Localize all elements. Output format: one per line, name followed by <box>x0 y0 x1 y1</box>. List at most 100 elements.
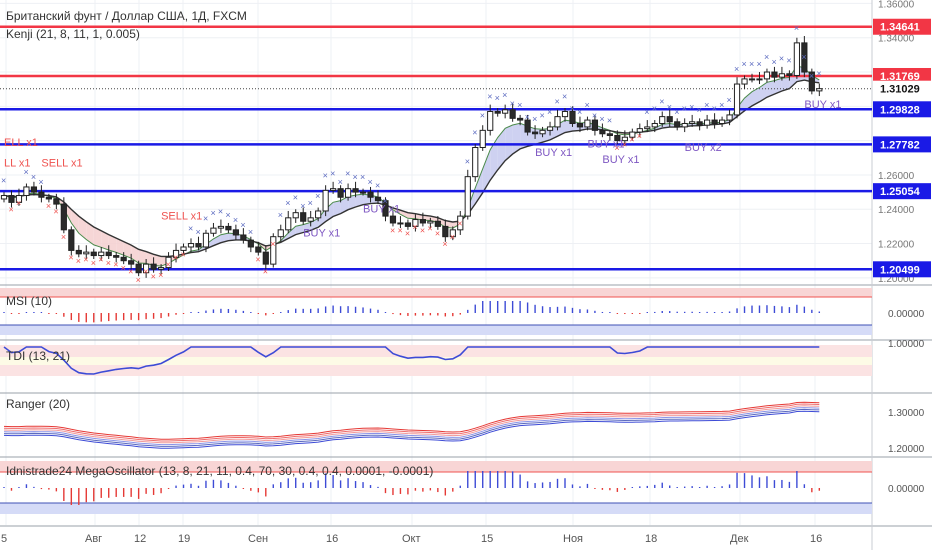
marker-44: × <box>330 169 335 179</box>
candle-body-66 <box>494 110 501 114</box>
cloud-seg-20 <box>153 254 162 267</box>
candle-body-49 <box>367 191 374 198</box>
candle-body-91 <box>681 122 688 128</box>
marker-41: × <box>308 198 313 208</box>
candle-body-28 <box>210 227 217 234</box>
candle-body-7 <box>53 198 60 205</box>
candle-body-29 <box>217 225 225 229</box>
candle-body-61 <box>457 215 464 231</box>
level-badge-2 <box>873 101 931 118</box>
marker-1: × <box>8 205 13 215</box>
marker-50: × <box>375 181 380 191</box>
candle-body-79 <box>591 119 599 131</box>
cloud-seg-18 <box>138 249 147 264</box>
candle-body-100 <box>748 78 756 81</box>
marker-80: × <box>599 114 604 124</box>
candle-body-23 <box>172 249 180 258</box>
marker-61: × <box>457 218 462 228</box>
marker-10: × <box>76 256 81 266</box>
marker-21: × <box>158 270 163 280</box>
candle-body-31 <box>232 229 239 236</box>
ranger-line-4 <box>3 408 820 447</box>
x-tick-7: 15 <box>481 533 493 545</box>
candle-body-4 <box>30 186 38 193</box>
marker-32: × <box>240 220 245 230</box>
level-label-4: 1.25054 <box>880 186 921 198</box>
candle-body-62 <box>464 176 471 217</box>
panel-label-megaoscillator: Idnistrade24 MegaOscillator (13, 8, 21, … <box>6 464 434 478</box>
current-price-label: 1.31029 <box>880 84 920 96</box>
candle-body-59 <box>442 225 449 238</box>
candle-body-22 <box>165 256 172 269</box>
price-tick-6: 1.24000 <box>878 205 915 216</box>
marker-54: × <box>405 229 410 239</box>
marker-49: × <box>368 177 373 187</box>
candle-body-92 <box>689 121 696 124</box>
marker-67: × <box>502 90 507 100</box>
marker-90: × <box>674 107 679 117</box>
marker-97: × <box>727 95 732 105</box>
marker-55: × <box>412 222 417 232</box>
marker-70: × <box>525 112 530 122</box>
marker-20: × <box>151 272 156 282</box>
marker-2: × <box>16 198 21 208</box>
marker-101: × <box>756 59 761 69</box>
candle-body-60 <box>449 229 456 238</box>
cloud-seg-16 <box>123 241 132 259</box>
marker-100: × <box>749 59 754 69</box>
chart-title: Британский фунт / Доллар США, 1Д, FXCM <box>6 9 247 23</box>
candle-body-3 <box>23 186 30 197</box>
candle-body-94 <box>704 119 711 126</box>
marker-8: × <box>61 232 66 242</box>
marker-68: × <box>510 98 515 108</box>
cloud-seg-29 <box>220 233 229 243</box>
marker-98: × <box>734 64 739 74</box>
candle-body-80 <box>599 129 606 135</box>
x-tick-11: 16 <box>810 533 822 545</box>
cloud-seg-10 <box>78 216 87 240</box>
marker-99: × <box>742 59 747 69</box>
candle-body-76 <box>569 110 576 124</box>
candle-body-102 <box>763 71 771 80</box>
marker-28: × <box>210 208 215 218</box>
cloud-seg-103 <box>774 78 782 95</box>
level-badge-4 <box>873 183 931 200</box>
candle-body-44 <box>330 188 337 191</box>
marker-27: × <box>203 213 208 223</box>
cloud-seg-47 <box>355 194 364 208</box>
candle-body-87 <box>651 122 658 128</box>
level-label-2: 1.29828 <box>880 104 920 116</box>
marker-11: × <box>83 254 88 264</box>
candle-body-73 <box>546 126 554 131</box>
cloud-seg-15 <box>116 238 124 256</box>
cloud-seg-17 <box>131 245 139 264</box>
cloud-seg-40 <box>303 222 311 233</box>
candle-body-45 <box>337 188 344 198</box>
marker-76: × <box>569 103 574 113</box>
marker-60: × <box>450 232 455 242</box>
ranger-line-5 <box>3 410 820 449</box>
candle-body-14 <box>105 251 112 257</box>
cloud-seg-45 <box>340 196 349 214</box>
cloud-seg-67 <box>505 124 513 161</box>
signal-label-7: BUY x1 <box>587 139 624 151</box>
tdi-lower-band <box>0 365 872 376</box>
ranger-line-3 <box>3 407 820 446</box>
cloud-seg-54 <box>407 212 416 219</box>
marker-63: × <box>472 127 477 137</box>
candle-body-16 <box>120 256 127 262</box>
marker-46: × <box>345 169 350 179</box>
candle-body-12 <box>90 251 97 257</box>
marker-87: × <box>652 103 657 113</box>
marker-14: × <box>106 258 111 268</box>
candle-body-81 <box>606 133 613 136</box>
candle-body-58 <box>434 220 441 227</box>
msi-lower-band <box>0 325 872 335</box>
marker-85: × <box>637 131 642 141</box>
candle-body-48 <box>359 191 367 194</box>
candle-body-71 <box>531 131 539 135</box>
msi-bars <box>3 301 821 323</box>
cloud-seg-11 <box>86 221 94 245</box>
marker-16: × <box>121 263 126 273</box>
